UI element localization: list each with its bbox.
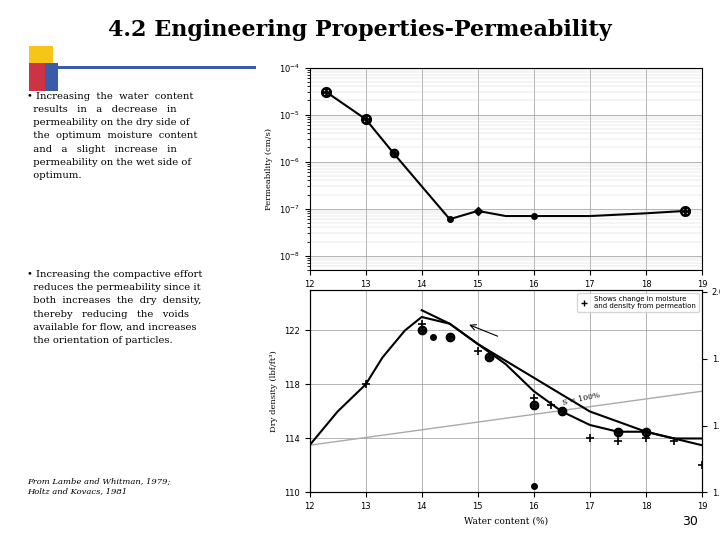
X-axis label: Water content (%): Water content (%) (464, 517, 548, 526)
Text: • Increasing  the  water  content
  results   in   a   decrease   in
  permeabil: • Increasing the water content results i… (27, 92, 198, 180)
Legend: Shows change in moisture
and density from permeation: Shows change in moisture and density fro… (577, 293, 698, 312)
Text: S = 100%: S = 100% (562, 391, 600, 407)
Text: 4.2 Engineering Properties-Permeability: 4.2 Engineering Properties-Permeability (108, 19, 612, 41)
Text: • Increasing the compactive effort
  reduces the permeability since it
  both  i: • Increasing the compactive effort reduc… (27, 270, 203, 345)
Text: 30: 30 (683, 515, 698, 528)
Text: From Lambe and Whitman, 1979;
Holtz and Kovacs, 1981: From Lambe and Whitman, 1979; Holtz and … (27, 478, 171, 495)
Y-axis label: Permeability (cm/s): Permeability (cm/s) (265, 128, 274, 210)
Y-axis label: Dry density (lbf/ft³): Dry density (lbf/ft³) (271, 350, 279, 432)
